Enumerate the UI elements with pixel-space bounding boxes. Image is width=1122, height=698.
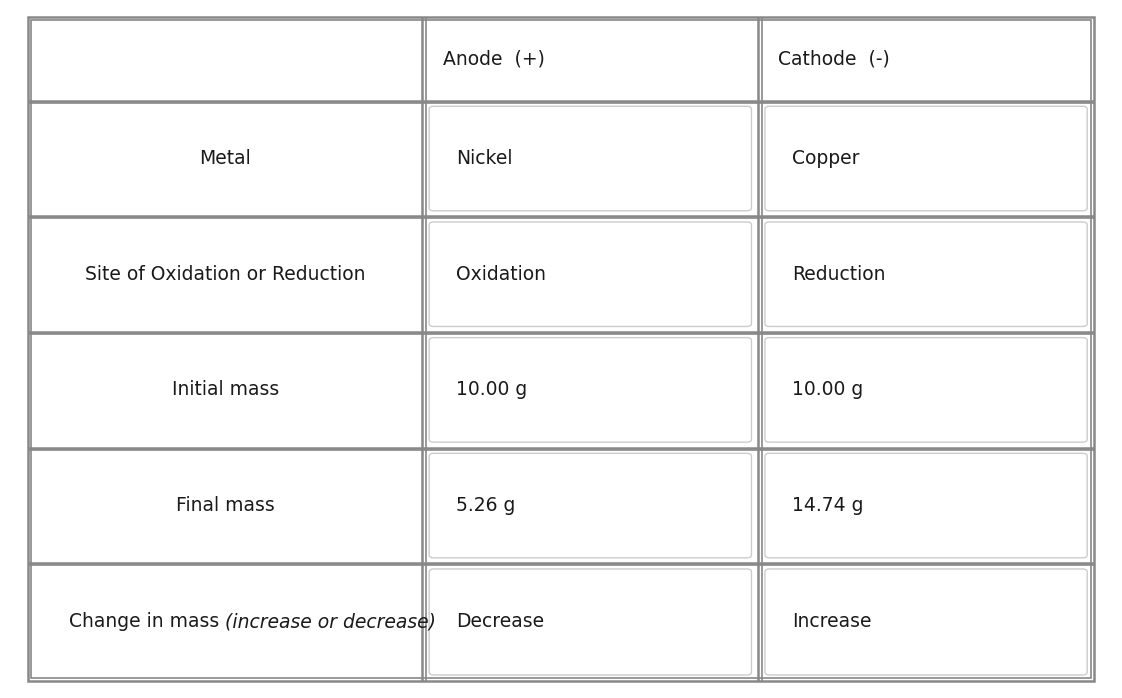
- FancyBboxPatch shape: [765, 569, 1087, 675]
- Text: 14.74 g: 14.74 g: [792, 496, 863, 515]
- Text: (increase or decrease): (increase or decrease): [226, 612, 436, 632]
- FancyBboxPatch shape: [765, 338, 1087, 442]
- Text: Change in mass: Change in mass: [68, 612, 226, 632]
- Text: Reduction: Reduction: [792, 265, 885, 283]
- FancyBboxPatch shape: [429, 222, 752, 327]
- FancyBboxPatch shape: [429, 338, 752, 442]
- FancyBboxPatch shape: [429, 569, 752, 675]
- FancyBboxPatch shape: [429, 453, 752, 558]
- FancyBboxPatch shape: [765, 222, 1087, 327]
- Text: 10.00 g: 10.00 g: [792, 380, 863, 399]
- FancyBboxPatch shape: [765, 453, 1087, 558]
- Text: Anode  (+): Anode (+): [442, 50, 544, 68]
- Text: Metal: Metal: [200, 149, 251, 168]
- Text: Cathode  (-): Cathode (-): [779, 50, 890, 68]
- Text: Increase: Increase: [792, 612, 872, 632]
- Text: Final mass: Final mass: [176, 496, 275, 515]
- Text: Initial mass: Initial mass: [172, 380, 279, 399]
- Text: Nickel: Nickel: [456, 149, 513, 168]
- Text: 10.00 g: 10.00 g: [456, 380, 527, 399]
- FancyBboxPatch shape: [765, 106, 1087, 211]
- Text: Decrease: Decrease: [456, 612, 544, 632]
- Text: Site of Oxidation or Reduction: Site of Oxidation or Reduction: [85, 265, 366, 283]
- FancyBboxPatch shape: [429, 106, 752, 211]
- Text: 5.26 g: 5.26 g: [456, 496, 515, 515]
- Text: Oxidation: Oxidation: [456, 265, 546, 283]
- Text: Copper: Copper: [792, 149, 859, 168]
